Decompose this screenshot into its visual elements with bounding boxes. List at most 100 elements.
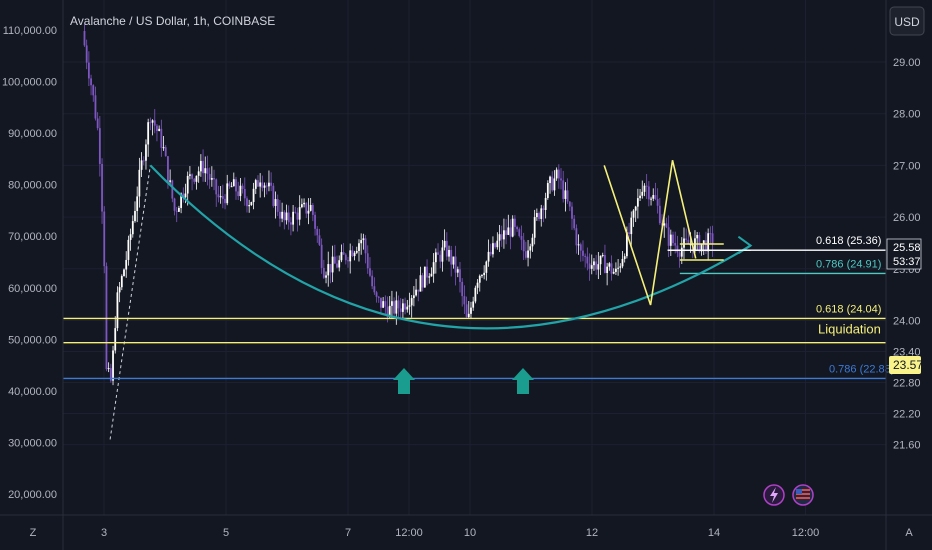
candle-body [268,182,270,187]
candles-layer [83,23,714,386]
time-axis-tick: 14 [708,527,720,539]
left-axis-tick: 60,000.00 [8,283,57,295]
candle-body [412,295,415,299]
right-price-axis[interactable]: 29.0028.0027.0026.0025.0024.0023.4022.80… [893,57,921,452]
candle-body [149,122,152,124]
time-axis-tick: 12:00 [395,527,423,539]
candle-body [327,264,330,276]
overlays-layer: 0.618 (25.36) 0.786 (24.91) 0.618 (24.04) 0… [63,160,894,440]
candle-body [180,193,183,208]
left-axis-tick: 110,000.00 [3,25,57,37]
candle-body [487,251,490,262]
candle-body [687,239,690,245]
lightning-icon[interactable] [763,484,785,506]
candle-body [123,269,125,277]
svg-text:25.58: 25.58 [893,242,921,254]
bottom-arrow-icon [512,368,534,394]
log-scale-toggle[interactable]: Z [30,527,37,539]
candle-body [320,244,323,268]
candle-body [595,261,598,270]
candle-body [114,328,117,351]
fib-level-label: 0.618 (24.04) [816,303,881,315]
candle-body [329,264,332,273]
candle-body [579,244,582,251]
candle-body [654,195,657,199]
candle-body [281,211,284,219]
candle-body [617,267,620,269]
left-axis-tick: 40,000.00 [8,386,57,398]
candle-body [588,263,591,269]
time-axis-tick: 3 [101,527,107,539]
candle-body [175,210,178,212]
candle-body [173,198,176,211]
candle-body [498,234,501,241]
candle-body [678,252,681,257]
candle-body [303,202,305,205]
candle-body [549,176,551,184]
candle-body [364,238,367,254]
candle-body [349,250,352,262]
left-price-axis[interactable]: 110,000.00 100,000.00 90,000.00 80,000.00 70… [2,25,57,501]
candle-body [254,180,257,189]
candle-body [606,266,609,274]
candle-body [476,282,479,288]
candle-body [171,180,174,199]
candle-body [494,243,497,248]
candle-body [711,233,714,245]
candle-body [377,296,380,298]
candle-body [221,196,224,199]
candle-body [338,260,341,268]
candle-body [151,120,154,123]
candle-body [158,128,161,132]
candle-body [138,169,141,197]
candle-body [527,250,529,258]
candle-body [531,237,534,247]
candle-body [373,286,376,293]
candle-body [478,275,481,283]
candle-body [230,186,233,188]
candle-body [524,251,527,258]
candle-body [215,179,218,195]
candle-body [90,78,92,86]
candle-body [336,263,338,268]
candle-body [140,160,143,170]
right-axis-tick: 22.80 [893,378,921,390]
candle-body [597,264,600,270]
left-axis-tick: 90,000.00 [8,128,57,140]
candle-body [676,245,679,253]
candle-body [454,256,457,273]
candle-body [419,275,422,292]
candle-body [647,186,650,200]
currency-button[interactable]: USD [889,6,925,36]
candle-body [448,249,450,257]
time-axis[interactable]: 3 5 7 12:00 10 12 14 12:00 [101,527,819,539]
candle-body [636,198,639,207]
candle-body [505,230,508,235]
candle-body [542,208,545,210]
candle-body [509,227,512,237]
candle-body [707,233,710,252]
candle-body [632,210,635,218]
candle-body [503,230,505,240]
candle-body [456,269,459,273]
flag-icon[interactable] [792,484,814,506]
candle-body [353,252,356,257]
candle-body [382,301,385,308]
candle-body [518,229,521,236]
candle-body [101,163,103,212]
candle-body [287,212,290,223]
right-axis-tick: 24.00 [893,316,921,328]
candle-body [362,238,365,241]
auto-scale-toggle[interactable]: A [905,527,913,539]
bottom-arrow-icon [393,368,415,394]
candle-body [575,228,578,246]
candle-body [182,193,185,198]
candle-body [191,174,193,179]
candle-body [342,252,345,255]
candle-body [680,247,683,257]
candle-body [586,256,589,264]
candle-body [625,232,628,257]
candle-body [621,258,624,267]
candle-body [136,196,139,212]
